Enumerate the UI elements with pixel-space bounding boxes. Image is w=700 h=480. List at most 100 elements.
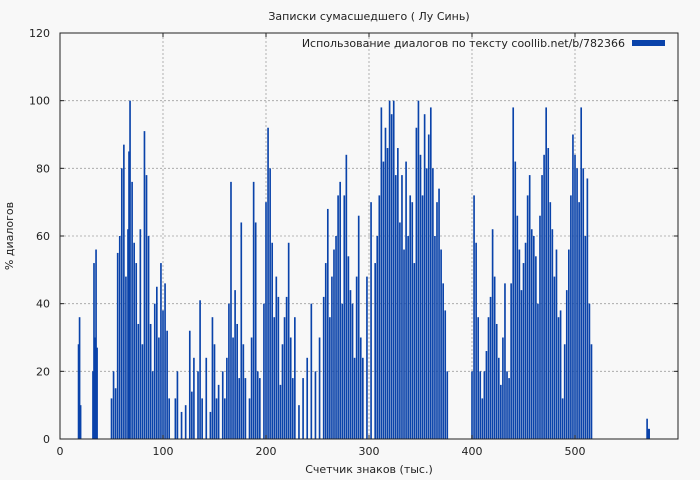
- bar: [475, 242, 477, 439]
- bar: [209, 411, 212, 439]
- bar: [149, 323, 152, 439]
- y-tick-label: 80: [36, 162, 50, 175]
- bar: [436, 202, 438, 439]
- bar: [405, 161, 407, 439]
- bar: [355, 276, 358, 439]
- bar: [471, 371, 473, 439]
- bar: [578, 202, 580, 439]
- bar: [184, 405, 187, 439]
- bar: [576, 168, 578, 439]
- bar: [337, 195, 339, 439]
- bar: [118, 236, 121, 439]
- bar: [314, 371, 317, 439]
- bar: [205, 357, 208, 439]
- bar: [535, 256, 537, 439]
- bar: [267, 127, 269, 439]
- bar: [378, 195, 381, 439]
- bar: [78, 317, 81, 439]
- bar: [481, 398, 484, 439]
- bar: [353, 357, 356, 439]
- bar: [514, 161, 517, 439]
- y-axis-label: % диалогов: [3, 202, 16, 270]
- bar: [143, 131, 146, 439]
- bar: [528, 175, 531, 439]
- x-tick-label: 300: [359, 445, 380, 458]
- bar: [92, 371, 94, 439]
- bar: [114, 388, 117, 439]
- bar: [145, 175, 148, 439]
- bar: [131, 181, 133, 439]
- bar: [230, 181, 232, 439]
- bar: [559, 310, 562, 439]
- bar: [77, 344, 80, 439]
- bar: [648, 428, 650, 439]
- bar: [388, 100, 391, 440]
- y-axis-ticks: 0 20 40 60 80 100 120: [29, 27, 678, 446]
- bar: [590, 344, 593, 439]
- bar: [520, 290, 523, 439]
- bar: [283, 317, 286, 439]
- bar: [128, 151, 130, 440]
- bar: [588, 303, 591, 439]
- bar: [397, 148, 399, 439]
- bar: [347, 256, 350, 439]
- bar: [384, 127, 387, 439]
- bar: [500, 384, 502, 439]
- bar: [477, 317, 480, 439]
- x-tick-label: 200: [256, 445, 277, 458]
- bar: [522, 263, 525, 439]
- bar: [392, 100, 395, 440]
- bar: [341, 303, 344, 439]
- bar: [432, 168, 434, 439]
- bar: [399, 222, 401, 439]
- bar: [390, 114, 393, 439]
- bar: [156, 286, 158, 439]
- y-tick-label: 120: [29, 27, 50, 40]
- bar: [166, 330, 168, 439]
- bar: [526, 195, 529, 439]
- bar: [557, 317, 560, 439]
- bar: [333, 249, 335, 439]
- bar: [413, 263, 416, 439]
- bar: [174, 398, 177, 439]
- bar: [250, 337, 253, 439]
- grid: [60, 33, 678, 439]
- bar: [491, 229, 494, 439]
- bar: [539, 215, 541, 439]
- bar: [123, 144, 125, 439]
- bar: [403, 249, 405, 439]
- bar: [485, 351, 488, 439]
- bar: [191, 391, 193, 439]
- bar: [263, 303, 265, 439]
- x-tick-label: 400: [462, 445, 483, 458]
- bar: [409, 195, 412, 439]
- bar: [139, 229, 142, 439]
- bar: [444, 310, 447, 439]
- bar: [565, 290, 568, 439]
- bar: [551, 229, 554, 439]
- bar: [176, 371, 179, 439]
- bar: [201, 398, 203, 439]
- bar: [580, 107, 583, 440]
- bar: [561, 398, 564, 439]
- bar: [158, 337, 160, 439]
- bar: [285, 296, 288, 439]
- bar: [429, 107, 432, 440]
- bar: [545, 107, 547, 440]
- bar: [96, 347, 98, 439]
- bar: [133, 242, 135, 439]
- bar: [279, 384, 282, 439]
- bar: [370, 202, 372, 439]
- bar: [502, 337, 504, 439]
- bar: [112, 371, 115, 439]
- bar: [236, 323, 238, 439]
- y-tick-label: 100: [29, 95, 50, 108]
- bar: [487, 317, 490, 439]
- bar: [199, 300, 201, 439]
- legend-swatch: [632, 40, 665, 46]
- bar: [541, 175, 543, 439]
- bar: [116, 252, 119, 439]
- bar: [168, 398, 171, 439]
- bar: [506, 371, 508, 439]
- bar: [442, 283, 444, 439]
